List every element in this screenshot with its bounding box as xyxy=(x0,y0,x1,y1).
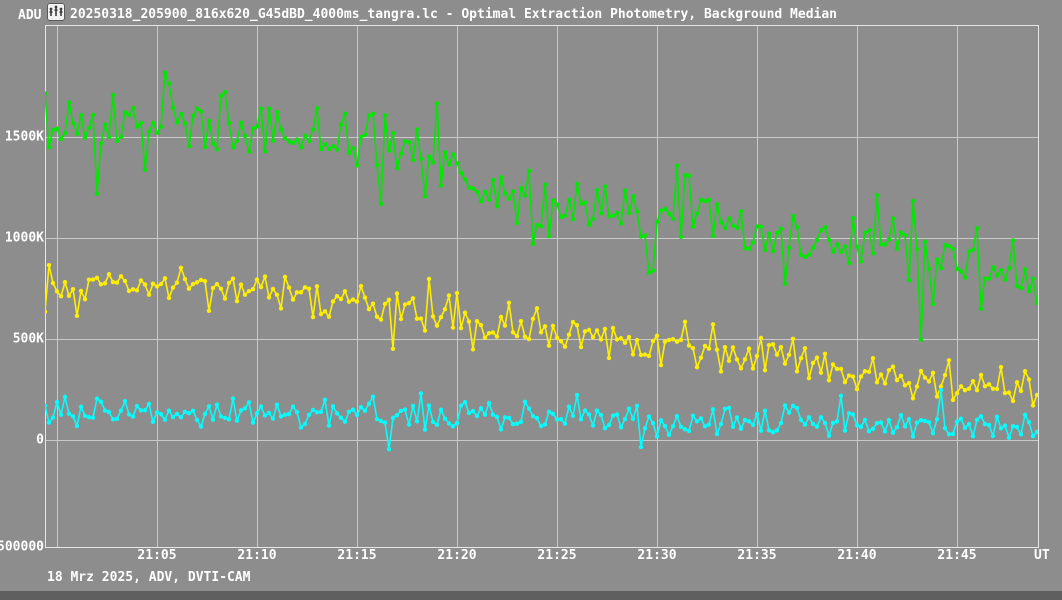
y-bottom-label: 500000 xyxy=(0,539,44,555)
y-tick-label: 0 xyxy=(36,432,44,448)
x-tick-label: 21:40 xyxy=(837,548,877,563)
y-tick-label: 1000K xyxy=(4,230,44,246)
chart-icon xyxy=(47,3,65,21)
footer-caption: 18 Mrz 2025, ADV, DVTI-CAM xyxy=(47,570,251,585)
x-tick-label: 21:25 xyxy=(537,548,577,563)
x-tick-label: 21:10 xyxy=(237,548,277,563)
y-tick-label: 1500K xyxy=(4,129,44,145)
x-axis-unit-label: UT xyxy=(1034,548,1050,563)
y-tick-label: 500K xyxy=(12,331,44,347)
x-tick-label: 21:35 xyxy=(737,548,777,563)
x-tick-label: 21:30 xyxy=(637,548,677,563)
x-tick-label: 21:05 xyxy=(137,548,177,563)
x-tick-label: 21:15 xyxy=(337,548,377,563)
x-tick-label: 21:45 xyxy=(937,548,977,563)
x-tick-label: 21:20 xyxy=(437,548,477,563)
window-title: 20250318_205900_816x620_G45dBD_4000ms_ta… xyxy=(70,7,838,22)
y-axis-unit-label: ADU xyxy=(18,8,42,23)
bottom-strip xyxy=(0,591,1062,600)
